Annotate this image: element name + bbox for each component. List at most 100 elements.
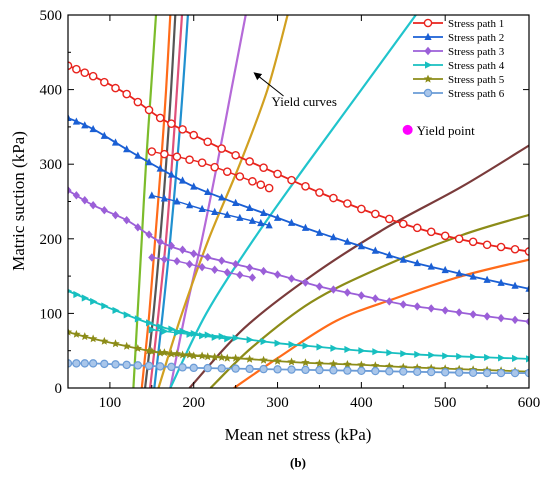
stress-path-4-point	[428, 351, 436, 359]
stress-path-6-point	[259, 364, 268, 374]
stress-path-5-point	[343, 360, 352, 368]
stress-path-5-point	[329, 359, 338, 368]
stress-path-1-point	[259, 163, 268, 172]
stress-path-2	[68, 113, 529, 292]
stress-path-3-branch-point	[211, 265, 219, 274]
stress-path-5-point	[301, 358, 310, 367]
stress-path-3-point	[413, 302, 421, 311]
stress-path-4	[68, 288, 529, 363]
stress-path-6-point	[427, 367, 436, 377]
stress-path-1-branch-point	[256, 180, 266, 190]
stress-path-2-point	[68, 113, 72, 121]
stress-path-6-point	[122, 360, 131, 370]
stress-path-2-branch-point	[185, 201, 194, 209]
stress-path-6-point	[399, 367, 408, 376]
annotations-group: Yield curves Yield point	[253, 72, 475, 138]
stress-path-4-point	[73, 290, 81, 299]
stress-path-3-point	[100, 206, 108, 215]
stress-path-2-branch-point	[223, 210, 231, 218]
stress-path-3-branch-point	[198, 262, 206, 272]
x-tick-label: 500	[434, 395, 457, 411]
stress-path-4-point	[330, 344, 338, 352]
stress-path-5-point	[80, 332, 89, 341]
stress-path-5-point	[111, 339, 120, 348]
stress-path-6-point	[343, 366, 352, 375]
stress-path-3-point	[81, 196, 89, 205]
legend-label-1: Stress path 1	[448, 18, 504, 30]
stress-path-3-point	[145, 230, 153, 239]
stress-path-5-point	[371, 361, 380, 370]
stress-path-1-point	[412, 223, 422, 233]
stress-path-2-point	[497, 278, 505, 286]
stress-path-3-point	[178, 245, 187, 254]
stress-path-1-point	[287, 175, 296, 185]
stress-path-2-point	[134, 151, 142, 159]
stress-path-3-branch-point	[173, 256, 181, 266]
stress-path-4-point	[400, 350, 408, 358]
stress-path-3-point	[483, 312, 491, 321]
stress-path-2-point	[167, 170, 175, 178]
stress-path-4-point	[232, 334, 240, 342]
stress-path-3-point	[455, 308, 463, 317]
stress-path-1-point	[315, 188, 324, 197]
yield-curve-10	[209, 213, 529, 388]
stress-path-3-point	[259, 266, 268, 276]
stress-path-4-branch-point	[199, 332, 207, 340]
stress-path-3-point	[167, 241, 175, 250]
stress-path-1-point	[122, 89, 131, 99]
stress-path-1-point	[426, 227, 436, 237]
stress-path-1-point	[398, 219, 408, 229]
stress-path-4-point	[456, 352, 464, 361]
stress-path-3-point	[427, 304, 435, 313]
stress-path-2-branch-point	[173, 197, 181, 205]
stress-path-4-point	[358, 347, 366, 355]
stress-path-6	[68, 359, 529, 378]
stress-path-6-point	[144, 361, 154, 371]
stress-path-5-point	[245, 354, 254, 363]
stress-path-4-point	[302, 342, 310, 350]
legend-marker-1	[423, 18, 433, 28]
y-tick-label: 0	[55, 381, 63, 397]
stress-path-2-branch-point	[265, 221, 273, 229]
stress-path-1-point	[371, 209, 380, 219]
stress-path-6-point	[100, 359, 109, 369]
stress-path-4-point	[470, 353, 478, 361]
stress-path-5-point	[122, 341, 131, 350]
stress-path-1-point	[88, 71, 98, 81]
stress-path-1-point	[454, 234, 464, 244]
stress-path-3-point	[399, 300, 407, 309]
stress-path-3-point	[72, 191, 80, 200]
stress-path-2-point	[218, 193, 226, 201]
stress-path-1-point	[440, 231, 450, 241]
stress-path-4-point	[498, 354, 506, 362]
series-group	[68, 61, 529, 378]
legend-label-5: Stress path 5	[448, 74, 505, 86]
stress-path-6-point	[440, 368, 450, 377]
stress-path-4-point	[442, 352, 450, 360]
stress-path-1-branch-point	[248, 177, 257, 186]
stress-path-2-point	[441, 265, 449, 274]
stress-path-4-point	[316, 343, 324, 351]
stress-path-3-point	[123, 215, 131, 225]
stress-path-3-point	[287, 274, 296, 283]
yield-curve-11	[233, 258, 529, 388]
stress-path-1-point	[329, 193, 338, 203]
stress-path-1-branch-point	[222, 167, 232, 176]
stress-path-2-point	[259, 208, 268, 216]
stress-path-4-branch-point	[148, 326, 157, 334]
stress-path-1-point	[178, 125, 187, 134]
stress-path-6-point	[203, 363, 212, 373]
stress-path-6-point	[482, 368, 492, 378]
stress-path-4-point	[81, 294, 89, 302]
stress-path-3-point	[204, 253, 212, 262]
stress-path-2-point	[111, 138, 120, 146]
yield-curve-5	[153, 15, 189, 388]
legend-marker-2	[424, 32, 432, 40]
stress-path-2-point	[525, 284, 529, 292]
stress-path-1	[68, 61, 529, 256]
stress-path-1-branch-point	[172, 152, 182, 162]
stress-path-4-branch-point	[224, 335, 232, 343]
legend-marker-5	[423, 74, 433, 83]
stress-path-1-point	[100, 77, 109, 87]
stress-path-1-point	[496, 242, 506, 252]
